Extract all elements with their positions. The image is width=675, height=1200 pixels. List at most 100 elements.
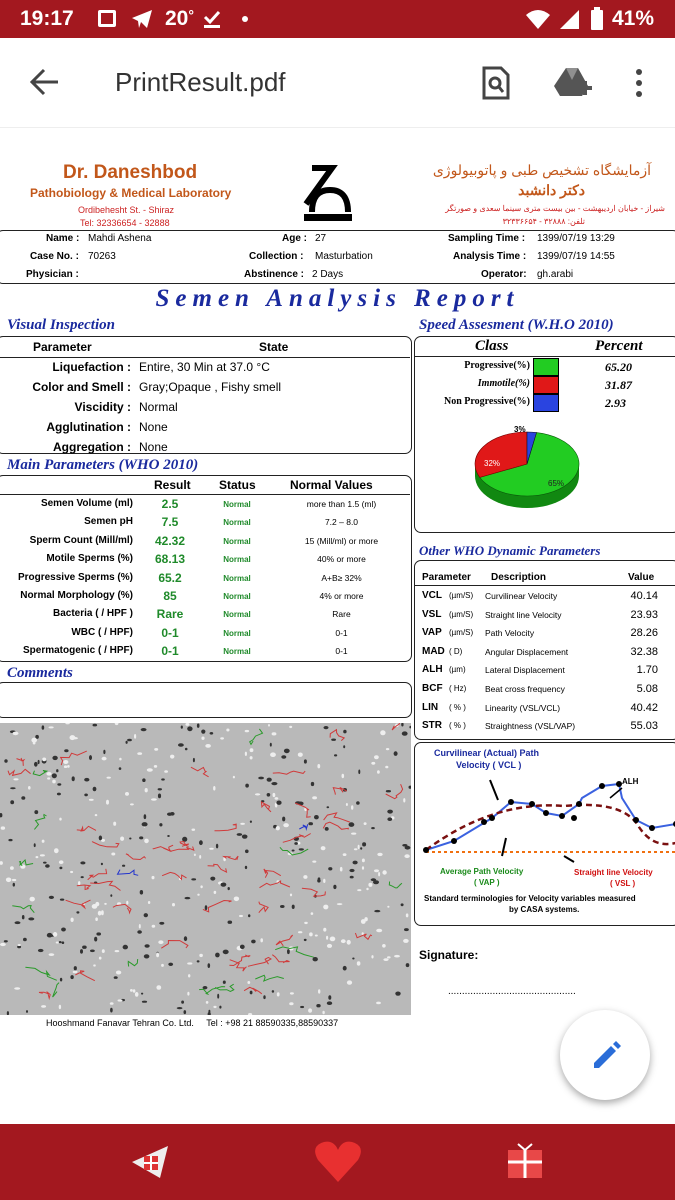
- speed-color-swatch: [533, 376, 559, 394]
- visual-row-value: Normal: [139, 400, 178, 414]
- patient-info-box: [0, 230, 675, 284]
- dynamic-row-unit: ( D): [449, 646, 463, 656]
- analysis-time: 1399/07/19 14:55: [537, 251, 615, 262]
- main-row-status: Normal: [223, 518, 251, 528]
- collection-label: Collection :: [249, 251, 304, 262]
- dynamic-row-unit: ( % ): [449, 702, 466, 712]
- dynamic-row-desc: Path Velocity: [485, 628, 535, 639]
- speed-row-value: 2.93: [605, 396, 626, 410]
- main-row-status: Normal: [223, 573, 251, 583]
- lab-name-fa: آزمایشگاه تشخیص طبی و پاتوبیولوژی: [432, 162, 651, 178]
- status-temp: 20°: [165, 7, 194, 30]
- signature-line: ........................................…: [448, 986, 576, 997]
- speed-color-swatch: [533, 394, 559, 412]
- diagram-vsl-label-2: ( VSL ): [610, 879, 636, 888]
- dynamic-col-desc: Description: [491, 572, 547, 583]
- dynamic-row-unit: (µm/S): [449, 591, 474, 600]
- pie-slice-nonprogressive: [526, 431, 537, 465]
- main-row-label: Normal Morphology (%): [20, 590, 133, 601]
- dynamic-row-param: VAP: [422, 627, 442, 639]
- bottom-bar: [0, 1124, 675, 1200]
- visual-col-param: Parameter: [33, 340, 92, 354]
- speed-heading: Speed Assesment (W.H.O 2010): [419, 317, 614, 333]
- age-label: Age :: [282, 233, 307, 244]
- lab-doctor-fa: دکتر دانشبد: [518, 182, 585, 198]
- diagram-alh-label: ALH: [622, 777, 639, 786]
- dynamic-col-param: Parameter: [422, 572, 471, 583]
- main-row-status: Normal: [223, 628, 251, 638]
- sampling-time: 1399/07/19 13:29: [537, 233, 615, 244]
- dynamic-heading: Other WHO Dynamic Parameters: [419, 543, 601, 558]
- main-row-normal: 15 (Mill/ml) or more: [304, 535, 379, 546]
- velocity-diagram: Curvilinear (Actual) Path Velocity ( VCL…: [423, 748, 675, 914]
- main-row-normal: more than 1.5 (ml): [306, 499, 377, 509]
- visual-row-label: Agglutination :: [46, 420, 131, 434]
- dot-icon: [242, 16, 248, 22]
- visual-row-value: None: [139, 440, 168, 454]
- dynamic-row-value: 23.93: [630, 608, 658, 621]
- signature-label: Signature:: [419, 948, 479, 962]
- case-label: Case No. :: [30, 251, 79, 262]
- dynamic-row-param: LIN: [422, 701, 439, 713]
- speed-divider: [414, 356, 675, 357]
- dynamic-row-value: 55.03: [630, 720, 658, 733]
- physician-label: Physician :: [26, 269, 79, 280]
- drive-add-icon[interactable]: [554, 66, 592, 100]
- abstinence-label: Abstinence :: [244, 269, 305, 280]
- dynamic-row-desc: Straight line Velocity: [485, 609, 562, 620]
- visual-col-state: State: [259, 340, 289, 354]
- main-row-normal: 7.2 – 8.0: [324, 517, 359, 528]
- speed-row-value: 65.20: [605, 360, 632, 374]
- main-row-label: Bacteria ( / HPF ): [52, 608, 133, 620]
- speed-color-swatch: [533, 358, 559, 376]
- visual-row-value: None: [139, 420, 168, 434]
- lab-footer: Hooshmand Fanavar Tehran Co. Ltd. Tel : …: [46, 1018, 339, 1028]
- dynamic-row-unit: (µm/S): [449, 628, 474, 638]
- diagram-vap-label: Average Path Velocity: [440, 867, 524, 876]
- case-number: 70263: [88, 251, 116, 262]
- main-row-label: Progressive Sperms (%): [17, 571, 133, 583]
- wifi-icon: [526, 10, 550, 29]
- more-vert-icon[interactable]: [634, 68, 644, 98]
- gift-box-icon[interactable]: [506, 1142, 544, 1180]
- main-heading: Main Parameters (WHO 2010): [7, 457, 199, 473]
- visual-row-label: Color and Smell :: [32, 380, 131, 394]
- pie-label-prog: 65%: [548, 479, 564, 488]
- back-arrow-icon[interactable]: [30, 68, 60, 96]
- visual-row-value: Gray;Opaque , Fishy smell: [139, 380, 282, 394]
- main-row-status: Normal: [223, 555, 251, 565]
- pie-slice-progressive: [479, 432, 580, 497]
- visual-divider: [0, 357, 410, 358]
- edit-fab-button[interactable]: [560, 1010, 650, 1100]
- diagram-vcl-label-2: Velocity ( VCL ): [456, 760, 521, 770]
- sampling-label: Sampling Time :: [448, 233, 526, 244]
- speed-row-label: Progressive(%): [464, 360, 530, 371]
- patient-age: 27: [315, 233, 327, 244]
- main-row-status: Normal: [223, 592, 251, 601]
- dynamic-box: [414, 560, 675, 740]
- send-gift-icon[interactable]: [130, 1142, 170, 1182]
- main-divider: [0, 494, 410, 495]
- dynamic-row-param: MAD: [422, 645, 445, 657]
- document-title: PrintResult.pdf: [115, 67, 286, 97]
- casa-microscopy-image: [0, 723, 411, 1015]
- visual-row-label: Liquefaction :: [52, 360, 131, 374]
- diagram-vcl-label: Curvilinear (Actual) Path: [434, 748, 539, 758]
- main-row-label: WBC ( / HPF): [71, 626, 133, 638]
- dynamic-divider: [414, 585, 675, 586]
- main-row-normal: 40% or more: [317, 554, 366, 565]
- pencil-icon: [594, 1041, 621, 1068]
- dynamic-row-unit: (µm/S): [449, 609, 474, 619]
- visual-box: [0, 336, 412, 454]
- search-document-icon[interactable]: [481, 66, 511, 100]
- status-bar: 19:17 20° 41%: [0, 0, 675, 38]
- lab-subtitle-en: Pathobiology & Medical Laboratory: [30, 186, 232, 200]
- main-row-result: 42.32: [154, 533, 186, 548]
- dynamic-row-desc: Beat cross frequency: [485, 684, 565, 694]
- main-row-normal: 0-1: [335, 646, 348, 657]
- dynamic-row-value: 32.38: [630, 645, 658, 658]
- dynamic-row-unit: ( % ): [449, 721, 466, 731]
- main-row-label: Semen Volume (ml): [40, 498, 133, 509]
- heart-icon[interactable]: [314, 1140, 362, 1184]
- visual-row-label: Aggregation :: [53, 440, 131, 454]
